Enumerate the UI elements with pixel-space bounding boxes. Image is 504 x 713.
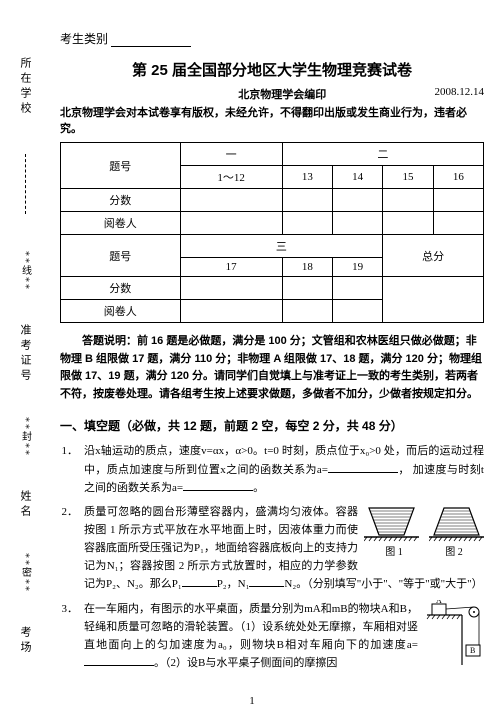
- row-label: 题号: [61, 143, 181, 189]
- q1-blank-1: [328, 461, 398, 473]
- fig2-caption: 图 2: [445, 545, 463, 562]
- sidebar-marker-seal: **封**: [18, 417, 33, 457]
- row-label: 题号: [61, 235, 181, 277]
- cell: [433, 212, 483, 235]
- figure-3-svg: A B: [424, 600, 484, 670]
- subtitle-row: 北京物理学会编印 2008.12.14: [60, 86, 484, 102]
- cell: 1～12: [180, 166, 282, 189]
- exam-date: 2008.12.14: [435, 86, 485, 102]
- page-number: 1: [249, 695, 255, 707]
- binding-margin: 所在学校 **线** 准考证号 **封** 姓名 **密** 考场: [0, 0, 50, 713]
- q3-number: 3．: [60, 600, 84, 673]
- sidebar-marker-line: **线**: [18, 251, 33, 291]
- cell: [180, 189, 282, 212]
- cell: 14: [333, 166, 383, 189]
- row-label: 阅卷人: [61, 212, 181, 235]
- q2-number: 2．: [60, 503, 84, 594]
- q1-number: 1．: [60, 442, 84, 496]
- row-label: 分数: [61, 189, 181, 212]
- svg-text:A: A: [436, 600, 442, 605]
- q2-text: 图 1 图 2 质量可忽略的圆台形薄壁容器内，盛满均匀液体。容器按图 1 所示方…: [84, 503, 484, 594]
- sidebar-label-id: 准考证号: [17, 324, 33, 384]
- section-three-header: 三: [180, 235, 383, 258]
- question-3: 3． A B 在一车厢内，有: [60, 600, 484, 673]
- candidate-label: 考生类别: [60, 32, 108, 46]
- total-cell: [383, 277, 484, 323]
- cell: [333, 189, 383, 212]
- question-2: 2．: [60, 503, 484, 594]
- sidebar-dash: [25, 154, 26, 214]
- sidebar-label-name: 姓名: [17, 490, 33, 520]
- q3-blank-1: [84, 654, 154, 666]
- candidate-blank: [111, 46, 191, 47]
- q2-blank-2: [249, 575, 284, 587]
- cell: 16: [433, 166, 483, 189]
- answer-instructions: 答题说明：前 16 题是必做题，满分是 100 分；文管组和农林医组只做必做题；…: [60, 333, 484, 403]
- sidebar-label-room: 考场: [17, 626, 33, 656]
- cell: 18: [282, 258, 332, 277]
- figure-3: A B: [424, 600, 484, 670]
- cell: [433, 189, 483, 212]
- sidebar-marker-secret: **密**: [18, 553, 33, 593]
- cell: [282, 300, 332, 323]
- section-two-header: 二: [282, 143, 483, 166]
- row-label: 分数: [61, 277, 181, 300]
- cell: [180, 300, 282, 323]
- cell: 13: [282, 166, 332, 189]
- cell: [180, 277, 282, 300]
- exam-title: 第 25 届全国部分地区大学生物理竞赛试卷: [60, 59, 484, 80]
- question-1: 1． 沿x轴运动的质点，速度v=αx，α>0。t=0 时刻，质点位于x₀>0 处…: [60, 442, 484, 496]
- q2-blank-1: [182, 575, 217, 587]
- cell: [282, 189, 332, 212]
- q1-text: 沿x轴运动的质点，速度v=αx，α>0。t=0 时刻，质点位于x₀>0 处，而后…: [84, 442, 484, 496]
- cell: [282, 212, 332, 235]
- section-1-header: 一、填空题（必做，共 12 题，前题 2 空，每空 2 分，共 48 分）: [60, 417, 484, 434]
- q1-blank-2: [183, 479, 253, 491]
- publisher: 北京物理学会编印: [130, 86, 435, 102]
- figure-1-svg: [364, 503, 419, 543]
- candidate-row: 考生类别: [60, 30, 484, 47]
- cell: 17: [180, 258, 282, 277]
- q3-text: A B 在一车厢内，有图示的水平桌面，质量分别为mA和mB的物块A和B，轻绳和质…: [84, 600, 484, 673]
- cell: [333, 277, 383, 300]
- section-one-header: 一: [180, 143, 282, 166]
- svg-text:B: B: [470, 646, 475, 655]
- fig1-caption: 图 1: [385, 545, 403, 562]
- cell: [282, 277, 332, 300]
- copyright-notice: 北京物理学会对本试卷享有版权，未经允许，不得翻印出版或发生商业行为，违者必究。: [60, 104, 484, 136]
- figure-2-svg: [429, 503, 484, 543]
- cell: 19: [333, 258, 383, 277]
- figure-1-2: 图 1 图 2: [364, 503, 484, 562]
- score-table: 题号 一 二 1～12 13 14 15 16 分数 阅卷人 题号 三 总分 1…: [60, 142, 484, 323]
- total-header: 总分: [383, 235, 484, 277]
- cell: [180, 212, 282, 235]
- cell: [333, 300, 383, 323]
- cell: [383, 189, 433, 212]
- cell: 15: [383, 166, 433, 189]
- page-content: 考生类别 第 25 届全国部分地区大学生物理竞赛试卷 北京物理学会编印 2008…: [60, 30, 484, 678]
- cell: [383, 212, 433, 235]
- cell: [333, 212, 383, 235]
- sidebar-label-school: 所在学校: [17, 57, 33, 117]
- row-label: 阅卷人: [61, 300, 181, 323]
